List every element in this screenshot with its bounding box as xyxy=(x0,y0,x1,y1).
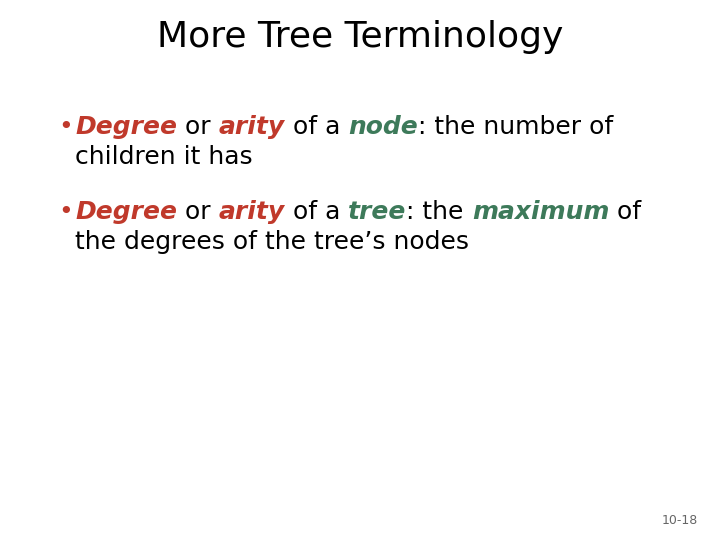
Text: of: of xyxy=(609,200,642,224)
Text: Degree: Degree xyxy=(75,200,177,224)
Text: 10-18: 10-18 xyxy=(662,514,698,526)
Text: maximum: maximum xyxy=(472,200,609,224)
Text: •: • xyxy=(58,200,73,224)
Text: More Tree Terminology: More Tree Terminology xyxy=(157,20,563,54)
Text: or: or xyxy=(177,200,219,224)
Text: children it has: children it has xyxy=(75,145,253,169)
Text: arity: arity xyxy=(219,200,284,224)
Text: or: or xyxy=(177,115,219,139)
Text: : the: : the xyxy=(407,200,472,224)
Text: node: node xyxy=(348,115,418,139)
Text: tree: tree xyxy=(348,200,407,224)
Text: of a: of a xyxy=(284,200,348,224)
Text: the degrees of the tree’s nodes: the degrees of the tree’s nodes xyxy=(75,230,469,254)
Text: : the number of: : the number of xyxy=(418,115,613,139)
Text: •: • xyxy=(58,115,73,139)
Text: Degree: Degree xyxy=(75,115,177,139)
Text: of a: of a xyxy=(284,115,348,139)
Text: arity: arity xyxy=(219,115,284,139)
